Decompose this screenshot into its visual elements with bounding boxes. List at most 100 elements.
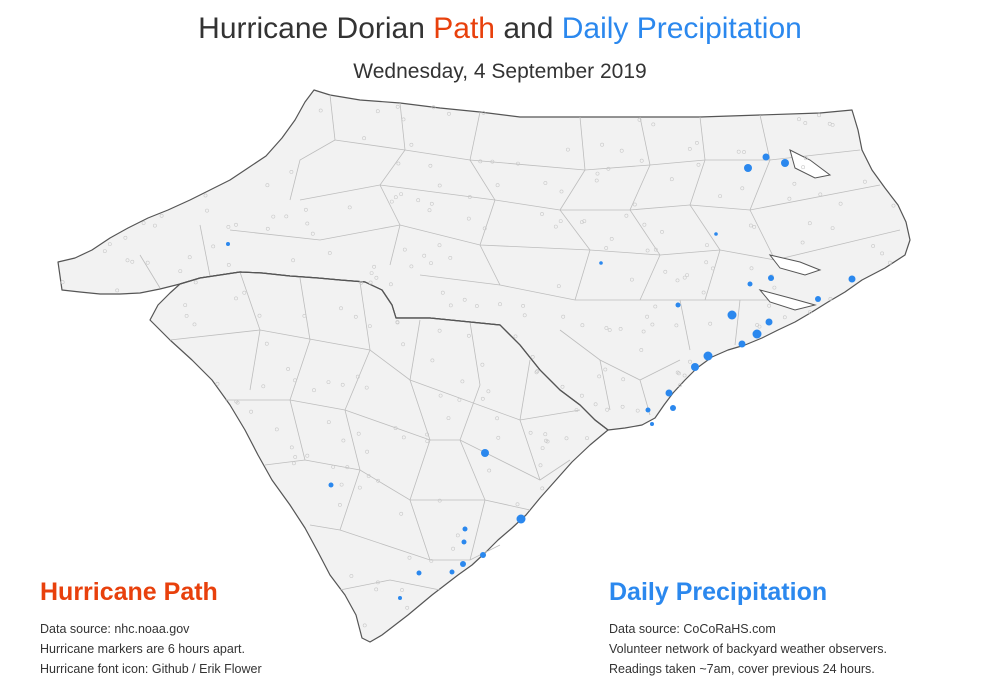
empty-station bbox=[515, 502, 520, 507]
precip-station bbox=[516, 514, 526, 524]
empty-station bbox=[302, 313, 307, 318]
empty-station bbox=[556, 284, 561, 289]
empty-station bbox=[401, 435, 406, 440]
empty-station bbox=[574, 408, 579, 413]
empty-station bbox=[331, 464, 336, 469]
empty-station bbox=[286, 367, 291, 371]
precip-station bbox=[752, 329, 762, 339]
empty-station bbox=[561, 314, 566, 319]
empty-station bbox=[674, 323, 679, 328]
empty-station bbox=[685, 273, 690, 278]
empty-station bbox=[705, 243, 709, 248]
empty-station bbox=[429, 261, 433, 266]
empty-station bbox=[460, 379, 465, 384]
empty-station bbox=[478, 159, 483, 164]
empty-station bbox=[257, 313, 262, 318]
empty-station bbox=[437, 328, 442, 333]
empty-station bbox=[310, 231, 315, 236]
empty-station bbox=[356, 431, 361, 436]
hurricane-path-heading: Hurricane Path bbox=[40, 578, 218, 606]
empty-station bbox=[675, 370, 680, 375]
empty-station bbox=[538, 463, 543, 468]
empty-station bbox=[600, 142, 605, 147]
empty-station bbox=[115, 288, 120, 293]
empty-station bbox=[374, 587, 379, 592]
empty-station bbox=[540, 446, 545, 451]
daily-precipitation-legend: Daily Precipitation Data source: CoCoRaH… bbox=[609, 578, 887, 679]
empty-station bbox=[466, 216, 471, 221]
empty-station bbox=[653, 304, 658, 309]
empty-station bbox=[838, 201, 843, 206]
empty-station bbox=[339, 306, 343, 311]
empty-station bbox=[359, 280, 364, 285]
empty-station bbox=[637, 117, 642, 122]
empty-station bbox=[696, 162, 701, 167]
empty-station bbox=[800, 240, 805, 245]
empty-station bbox=[582, 219, 587, 224]
empty-station bbox=[530, 354, 535, 359]
empty-station bbox=[366, 474, 371, 478]
empty-station bbox=[395, 320, 400, 325]
precip-source-line: Data source: CoCoRaHS.com bbox=[609, 622, 776, 636]
map-subtitle: Wednesday, 4 September 2019 bbox=[353, 60, 647, 83]
empty-station bbox=[326, 420, 331, 425]
empty-station bbox=[803, 121, 808, 125]
empty-station bbox=[828, 296, 833, 301]
empty-station bbox=[289, 169, 294, 174]
precip-station bbox=[449, 569, 455, 575]
empty-station bbox=[402, 247, 407, 252]
empty-station bbox=[559, 189, 564, 194]
empty-station bbox=[540, 212, 544, 216]
empty-station bbox=[369, 271, 374, 276]
empty-station bbox=[438, 393, 443, 398]
empty-station bbox=[553, 224, 558, 229]
empty-station bbox=[437, 498, 442, 503]
empty-station bbox=[566, 147, 570, 152]
empty-station bbox=[337, 502, 342, 507]
precip-station bbox=[462, 526, 468, 532]
empty-station bbox=[535, 369, 540, 374]
path-markers-line: Hurricane markers are 6 hours apart. bbox=[40, 642, 245, 656]
empty-station bbox=[480, 396, 485, 401]
empty-station bbox=[580, 393, 584, 398]
empty-station bbox=[401, 117, 406, 122]
empty-station bbox=[704, 260, 709, 265]
empty-station bbox=[593, 402, 598, 407]
empty-station bbox=[487, 468, 492, 473]
empty-station bbox=[339, 482, 344, 487]
precip-station bbox=[645, 407, 651, 413]
empty-station bbox=[801, 165, 806, 170]
empty-station bbox=[427, 208, 432, 213]
precip-station bbox=[226, 242, 230, 246]
empty-station bbox=[540, 486, 545, 491]
empty-station bbox=[409, 142, 414, 147]
precip-station bbox=[765, 318, 773, 326]
path-source-line: Data source: nhc.noaa.gov bbox=[40, 622, 190, 636]
empty-station bbox=[274, 427, 279, 432]
empty-station bbox=[203, 193, 208, 198]
empty-station bbox=[399, 192, 404, 197]
empty-station bbox=[318, 108, 323, 113]
empty-station bbox=[364, 385, 369, 390]
empty-station bbox=[650, 322, 655, 327]
empty-station bbox=[564, 436, 569, 441]
empty-station bbox=[152, 223, 157, 228]
empty-station bbox=[357, 485, 362, 490]
empty-station bbox=[422, 253, 427, 258]
empty-station bbox=[249, 409, 254, 414]
empty-station bbox=[123, 235, 128, 240]
precip-station bbox=[714, 232, 718, 236]
empty-station bbox=[695, 140, 699, 145]
precip-network-line: Volunteer network of backyard weather ob… bbox=[609, 642, 887, 656]
empty-station bbox=[425, 439, 430, 444]
empty-station bbox=[486, 389, 491, 394]
empty-station bbox=[651, 122, 656, 127]
empty-station bbox=[347, 205, 352, 210]
empty-station bbox=[405, 605, 410, 610]
empty-station bbox=[740, 186, 745, 191]
empty-station bbox=[178, 269, 183, 274]
precip-station bbox=[675, 302, 681, 308]
empty-station bbox=[528, 430, 533, 435]
empty-station bbox=[687, 146, 692, 151]
empty-station bbox=[451, 546, 456, 551]
